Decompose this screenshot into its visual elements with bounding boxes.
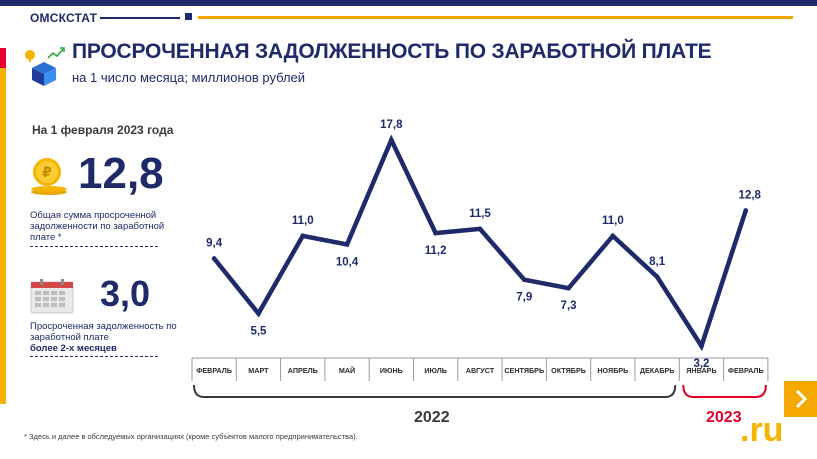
data-label: 8,1: [649, 256, 666, 268]
year-2022-label: 2022: [414, 409, 450, 426]
data-point: [433, 230, 439, 236]
page-title: ПРОСРОЧЕННАЯ ЗАДОЛЖЕННОСТЬ ПО ЗАРАБОТНОЙ…: [72, 40, 712, 63]
category-tick-label: АПРЕЛЬ: [288, 366, 318, 375]
category-tick-label: ЯНВАРЬ: [686, 366, 716, 375]
data-point: [743, 208, 749, 213]
category-tick-label: МАРТ: [248, 366, 269, 375]
category-tick-label: ИЮЛЬ: [424, 366, 447, 375]
category-tick-label: СЕНТЯБРЬ: [504, 366, 544, 375]
data-point: [654, 274, 660, 280]
ruble-coin-icon: ₽: [31, 158, 67, 195]
brand-accent-line: [198, 16, 793, 19]
data-label: 3,2: [693, 358, 709, 370]
data-point: [388, 137, 394, 143]
data-label: 10,4: [336, 256, 359, 268]
calendar-icon: [30, 279, 74, 314]
total-debt-description: Общая сумма просроченной задолженности п…: [30, 210, 165, 243]
data-point: [610, 233, 616, 239]
dashed-divider: [30, 356, 158, 357]
data-label: 5,5: [250, 326, 267, 338]
data-label: 11,0: [602, 215, 624, 227]
svg-text:₽: ₽: [42, 165, 52, 181]
overdue-debt-value: 3,0: [100, 273, 151, 314]
data-label: 7,9: [516, 292, 532, 304]
category-tick-label: ФЕВРАЛЬ: [196, 366, 232, 375]
top-bar: [0, 0, 817, 6]
left-accent-stripe: [0, 48, 6, 404]
year-2022-bracket: [193, 384, 677, 398]
chevron-right-icon: [795, 389, 808, 409]
left-red-mark: [0, 48, 6, 68]
dashed-divider: [30, 246, 158, 247]
category-tick-label: АВГУСТ: [466, 366, 495, 375]
category-tick-label: ОКТЯБРЬ: [551, 366, 586, 375]
data-label: 11,2: [425, 245, 447, 257]
data-point: [211, 256, 217, 261]
data-point: [300, 233, 306, 239]
cube-growth-icon: [25, 47, 65, 86]
category-tick-label: МАЙ: [339, 366, 355, 375]
total-debt-value: 12,8: [78, 149, 164, 198]
brand-name: ОМСКСТАТ: [30, 11, 98, 25]
series-line: [212, 134, 748, 352]
data-point: [699, 343, 704, 349]
category-tick-label: НОЯБРЬ: [597, 366, 628, 375]
overdue-desc-text: Просроченная задолженность по заработной…: [30, 321, 177, 343]
overdue-debt-description: Просроченная задолженность по заработной…: [30, 321, 180, 354]
brand-divider: [100, 17, 180, 19]
watermark-text: .ru: [740, 411, 784, 449]
data-point: [477, 226, 483, 232]
data-point: [521, 277, 527, 283]
data-point: [344, 242, 350, 247]
category-tick-label: ИЮНЬ: [380, 366, 403, 375]
data-label: 11,0: [292, 215, 314, 227]
panel-date: На 1 февраля 2023 года: [32, 123, 174, 137]
data-label: 7,3: [561, 300, 577, 312]
next-slide-button[interactable]: [784, 381, 817, 417]
brand-square: [185, 13, 192, 20]
data-label: 9,4: [206, 238, 223, 250]
data-label: 12,8: [739, 190, 762, 202]
category-tick-label: ФЕВРАЛЬ: [728, 366, 764, 375]
year-2023-bracket: [682, 384, 767, 398]
data-label: 17,8: [380, 119, 403, 131]
page-subtitle: на 1 число месяца; миллионов рублей: [72, 70, 306, 85]
data-label: 11,5: [469, 208, 491, 220]
footnote: * Здесь и далее в обследуемых организаци…: [24, 432, 358, 441]
year-2023-label: 2023: [706, 409, 742, 426]
category-tick-label: ДЕКАБРЬ: [640, 366, 675, 375]
overdue-desc-bold: более 2-х месяцев: [30, 343, 117, 354]
data-point: [566, 285, 571, 291]
data-point: [256, 311, 261, 316]
